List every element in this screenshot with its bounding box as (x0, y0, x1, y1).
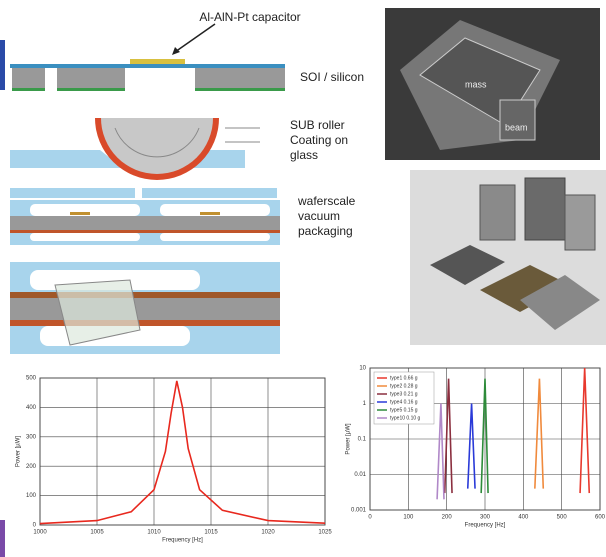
y-tick-label: 500 (26, 376, 37, 382)
step4-diagram (10, 262, 280, 354)
x-tick-label: 100 (403, 515, 414, 521)
y-tick-label: 400 (26, 405, 37, 411)
y-tick-label: 100 (26, 493, 37, 499)
legend-label: type1 0.66 g (390, 375, 418, 381)
accent-bar (0, 40, 5, 90)
x-tick-label: 300 (480, 515, 491, 521)
x-tick-label: 1015 (204, 530, 218, 536)
legend-label: type3 0.21 g (390, 391, 418, 397)
figure: Al-AlN-Pt capacitor SOI / silicon SUB ro… (0, 0, 606, 557)
step3-diagram (10, 188, 280, 245)
step2-diagram (10, 118, 260, 180)
chart: 0 100 200 300 400 500 1000 1005 1010 1015 1020 1025… (16, 376, 333, 544)
y-tick-label: 0.01 (354, 472, 366, 478)
x-tick-label: 500 (557, 515, 568, 521)
sem-label: beam (505, 122, 528, 132)
y-tick-label: 0.001 (351, 508, 367, 514)
step-label: SOI / silicon (300, 70, 364, 84)
legend-label: type2 0.28 g (390, 383, 418, 389)
x-tick-label: 1000 (33, 530, 47, 536)
y-tick-label: 0.1 (358, 437, 367, 443)
accent-bar (0, 520, 5, 557)
x-tick-label: 1010 (147, 530, 161, 536)
y-tick-label: 1 (363, 401, 367, 407)
capacitor-label: Al-AlN-Pt capacitor (199, 10, 300, 24)
device-photo (410, 170, 606, 345)
legend-label: type5 0.15 g (390, 407, 418, 413)
page: Al-AlN-Pt capacitor SOI / silicon SUB ro… (0, 0, 606, 557)
step1-diagram (10, 24, 285, 91)
y-tick-label: 300 (26, 434, 37, 440)
legend-label: type4 0.16 g (390, 399, 418, 405)
x-tick-label: 600 (595, 515, 606, 521)
y-axis-label: Power [µW] (346, 423, 352, 454)
legend-label: type10 0.10 g (390, 415, 421, 421)
y-tick-label: 10 (359, 366, 366, 372)
y-axis-label: Power [µW] (16, 436, 22, 467)
x-axis-label: Frequency [Hz] (162, 538, 203, 544)
x-tick-label: 1005 (90, 530, 104, 536)
x-tick-label: 1020 (261, 530, 275, 536)
sem-label: mass (465, 79, 487, 89)
plot-area (40, 378, 325, 525)
x-tick-label: 0 (368, 515, 372, 521)
x-tick-label: 400 (518, 515, 529, 521)
x-tick-label: 1025 (318, 530, 332, 536)
sem-image (385, 8, 600, 160)
x-tick-label: 200 (442, 515, 453, 521)
x-axis-label: Frequency [Hz] (465, 523, 506, 529)
y-tick-label: 200 (26, 464, 37, 470)
y-tick-label: 0 (33, 523, 37, 529)
